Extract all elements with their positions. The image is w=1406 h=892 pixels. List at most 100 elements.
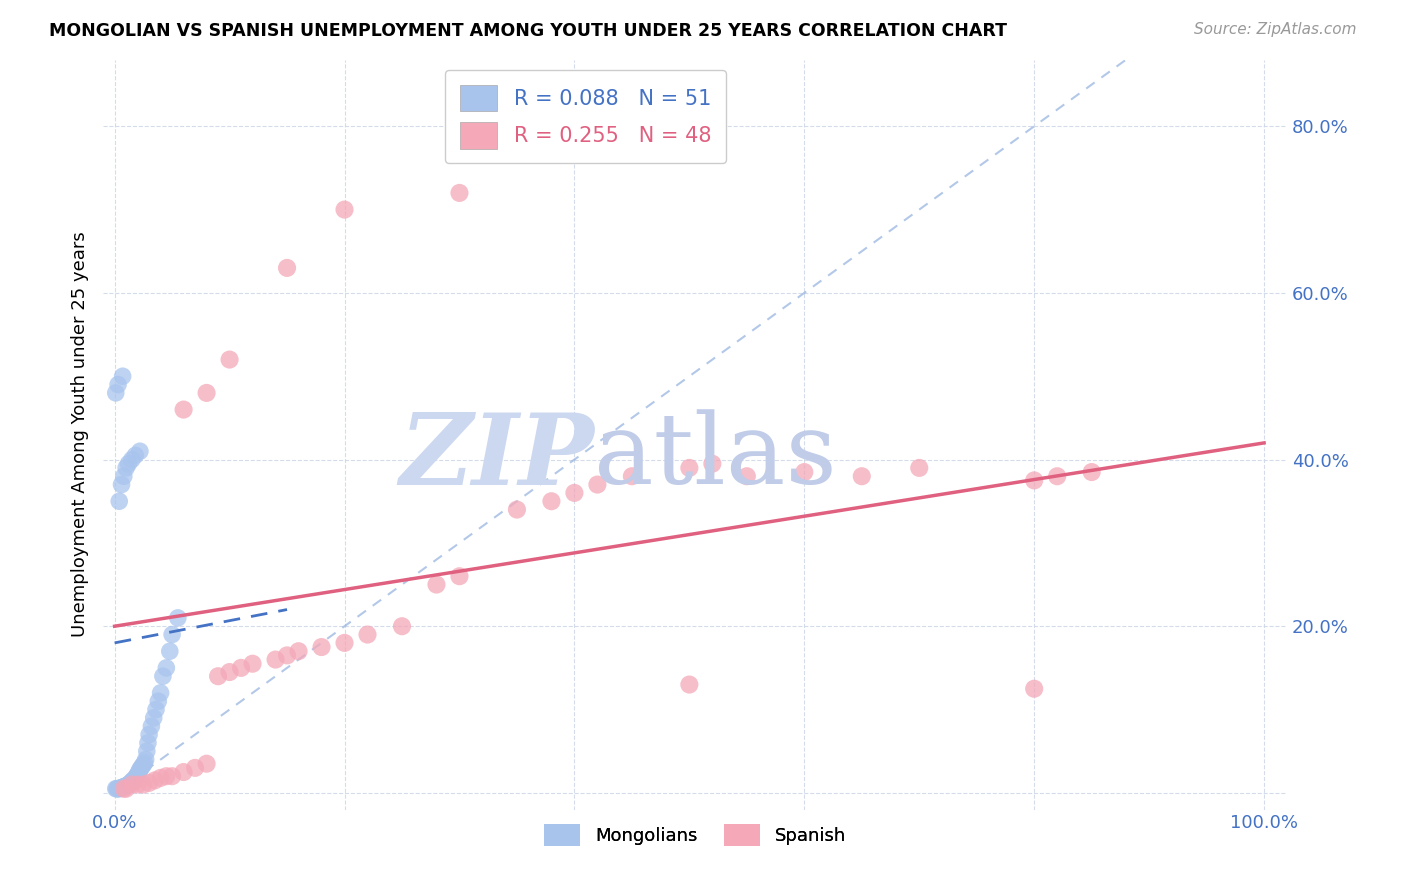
- Point: [1024, 474, 1046, 488]
- Point: [143, 773, 166, 788]
- Point: [129, 763, 152, 777]
- Point: [333, 202, 356, 217]
- Point: [112, 469, 135, 483]
- Point: [159, 644, 181, 658]
- Point: [160, 769, 183, 783]
- Point: [287, 644, 309, 658]
- Point: [125, 769, 148, 783]
- Point: [138, 776, 160, 790]
- Y-axis label: Unemployment Among Youth under 25 years: Unemployment Among Youth under 25 years: [72, 232, 89, 638]
- Point: [115, 461, 138, 475]
- Point: [111, 780, 134, 794]
- Point: [134, 756, 156, 770]
- Point: [229, 661, 252, 675]
- Point: [1024, 681, 1046, 696]
- Point: [173, 402, 195, 417]
- Point: [122, 773, 145, 788]
- Point: [242, 657, 264, 671]
- Point: [586, 477, 609, 491]
- Point: [702, 457, 724, 471]
- Legend: Mongolians, Spanish: Mongolians, Spanish: [537, 816, 853, 853]
- Point: [735, 469, 758, 483]
- Point: [678, 461, 700, 475]
- Point: [155, 661, 177, 675]
- Point: [112, 781, 135, 796]
- Point: [127, 778, 149, 792]
- Point: [184, 761, 207, 775]
- Text: ZIP: ZIP: [399, 409, 595, 505]
- Point: [112, 780, 135, 794]
- Point: [851, 469, 873, 483]
- Point: [276, 648, 298, 663]
- Point: [142, 711, 165, 725]
- Point: [135, 753, 157, 767]
- Text: Source: ZipAtlas.com: Source: ZipAtlas.com: [1194, 22, 1357, 37]
- Point: [160, 627, 183, 641]
- Point: [117, 778, 139, 792]
- Point: [356, 627, 378, 641]
- Point: [129, 444, 152, 458]
- Point: [121, 778, 143, 792]
- Point: [132, 757, 155, 772]
- Point: [110, 477, 132, 491]
- Point: [276, 260, 298, 275]
- Point: [149, 771, 172, 785]
- Point: [218, 665, 240, 679]
- Point: [108, 781, 131, 796]
- Point: [124, 771, 146, 785]
- Text: MONGOLIAN VS SPANISH UNEMPLOYMENT AMONG YOUTH UNDER 25 YEARS CORRELATION CHART: MONGOLIAN VS SPANISH UNEMPLOYMENT AMONG …: [49, 22, 1007, 40]
- Point: [195, 756, 218, 771]
- Point: [620, 469, 643, 483]
- Point: [138, 727, 160, 741]
- Point: [127, 767, 149, 781]
- Point: [108, 494, 131, 508]
- Point: [135, 744, 157, 758]
- Point: [115, 779, 138, 793]
- Point: [166, 611, 188, 625]
- Point: [110, 780, 132, 795]
- Point: [449, 186, 471, 200]
- Point: [264, 652, 287, 666]
- Point: [132, 778, 155, 792]
- Point: [105, 781, 128, 796]
- Point: [121, 774, 143, 789]
- Point: [1046, 469, 1069, 483]
- Point: [148, 694, 170, 708]
- Point: [107, 781, 129, 796]
- Point: [311, 640, 333, 654]
- Point: [333, 636, 356, 650]
- Point: [425, 577, 447, 591]
- Point: [124, 449, 146, 463]
- Point: [145, 702, 167, 716]
- Point: [678, 677, 700, 691]
- Point: [149, 686, 172, 700]
- Point: [117, 457, 139, 471]
- Point: [131, 759, 153, 773]
- Point: [114, 779, 136, 793]
- Point: [110, 780, 132, 795]
- Point: [141, 719, 163, 733]
- Point: [908, 461, 931, 475]
- Point: [121, 452, 143, 467]
- Point: [136, 736, 159, 750]
- Point: [207, 669, 229, 683]
- Point: [104, 781, 127, 796]
- Point: [128, 765, 150, 780]
- Point: [506, 502, 529, 516]
- Point: [111, 369, 134, 384]
- Point: [152, 669, 174, 683]
- Point: [118, 777, 141, 791]
- Text: atlas: atlas: [595, 409, 837, 505]
- Point: [120, 776, 142, 790]
- Point: [449, 569, 471, 583]
- Point: [173, 765, 195, 780]
- Point: [115, 781, 138, 796]
- Point: [122, 772, 145, 787]
- Point: [793, 465, 815, 479]
- Point: [195, 385, 218, 400]
- Point: [1080, 465, 1102, 479]
- Point: [107, 377, 129, 392]
- Point: [129, 761, 152, 775]
- Point: [104, 385, 127, 400]
- Point: [564, 486, 586, 500]
